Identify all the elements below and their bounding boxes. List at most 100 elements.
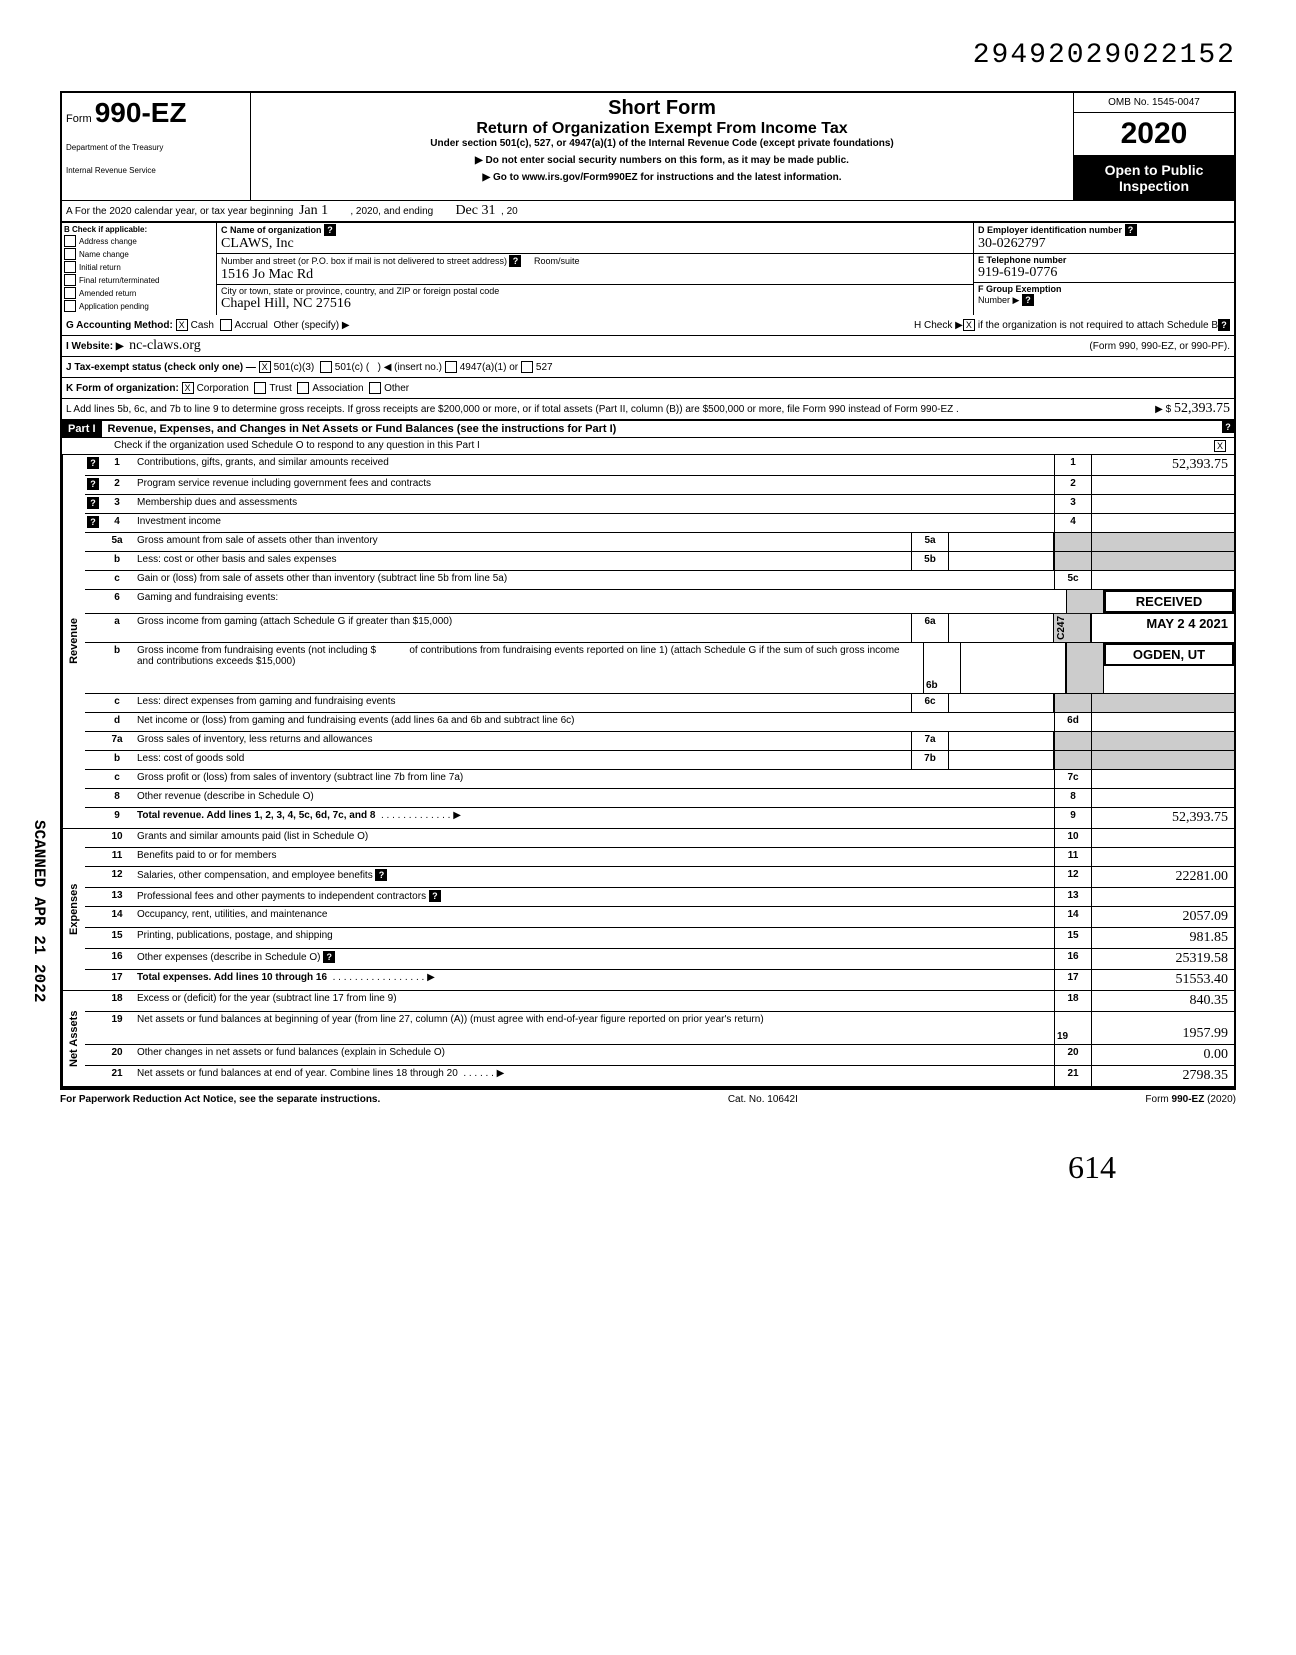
row-gh: G Accounting Method: X Cash Accrual Othe… (60, 315, 1236, 336)
h-text: if the organization is not required to a… (978, 320, 1218, 331)
ln7b-endval (1091, 751, 1234, 769)
ln21-num: 21 (101, 1066, 133, 1086)
b-initial: Initial return (79, 263, 121, 272)
ln11-val (1091, 848, 1234, 866)
ln5b-mid (949, 552, 1054, 570)
ln7b-box: 7b (911, 751, 949, 769)
ln17-num: 17 (101, 970, 133, 990)
ln6a-num: a (101, 614, 133, 642)
header-left: Form 990-EZ Department of the Treasury I… (62, 93, 251, 200)
ln14-box: 14 (1054, 907, 1091, 927)
ln16-box: 16 (1054, 949, 1091, 969)
ln1-box: 1 (1054, 455, 1091, 475)
chk-amended[interactable] (64, 287, 76, 299)
k-corp: Corporation (197, 383, 249, 394)
g-other: Other (specify) ▶ (273, 320, 349, 331)
ln5b-end (1054, 552, 1091, 570)
ln6a-end: C247 (1054, 614, 1091, 642)
ln15-desc: Printing, publications, postage, and shi… (133, 928, 1054, 948)
ln9-desc: Total revenue. Add lines 1, 2, 3, 4, 5c,… (133, 808, 1054, 828)
l-text: L Add lines 5b, 6c, and 7b to line 9 to … (66, 404, 1152, 415)
dept2: Internal Revenue Service (66, 166, 246, 175)
ln18-box: 18 (1054, 991, 1091, 1011)
help-icon: ? (375, 869, 387, 881)
side-expenses: Expenses (62, 829, 85, 990)
help-icon: ? (1022, 294, 1034, 306)
ln17-val: 51553.40 (1091, 970, 1234, 990)
ln16-num: 16 (101, 949, 133, 969)
header-right: OMB No. 1545-0047 2020 Open to Public In… (1073, 93, 1234, 200)
ln6-num: 6 (101, 590, 133, 613)
header-center: Short Form Return of Organization Exempt… (251, 93, 1073, 200)
b-amended: Amended return (79, 289, 136, 298)
ln12-val: 22281.00 (1091, 867, 1234, 887)
chk-accrual[interactable] (220, 319, 232, 331)
ln5c-val (1091, 571, 1234, 589)
chk-4947[interactable] (445, 361, 457, 373)
chk-501c3[interactable]: X (259, 361, 271, 373)
ln13-num: 13 (101, 888, 133, 906)
omb: OMB No. 1545-0047 (1074, 93, 1234, 113)
city-label: City or town, state or province, country… (221, 286, 499, 296)
help-icon: ? (87, 457, 99, 469)
ln4-desc: Investment income (133, 514, 1054, 532)
ln4-box: 4 (1054, 514, 1091, 532)
ln13-val (1091, 888, 1234, 906)
row-a-mid: , 2020, and ending (350, 206, 433, 217)
recv-date: MAY 2 4 2021 (1146, 616, 1228, 631)
addr-label: Number and street (or P.O. box if mail i… (221, 256, 507, 266)
ln12-num: 12 (101, 867, 133, 887)
chk-part1[interactable]: X (1214, 440, 1226, 452)
b-pending: Application pending (79, 302, 149, 311)
g-accrual: Accrual (235, 320, 268, 331)
chk-name[interactable] (64, 248, 76, 260)
ln6d-val (1091, 713, 1234, 731)
chk-527[interactable] (521, 361, 533, 373)
ein: 30-0262797 (978, 236, 1046, 251)
chk-addr[interactable] (64, 235, 76, 247)
side-revenue: Revenue (62, 455, 85, 828)
ln7a-box: 7a (911, 732, 949, 750)
ln12-box: 12 (1054, 867, 1091, 887)
ln5c-desc: Gain or (loss) from sale of assets other… (133, 571, 1054, 589)
chk-corp[interactable]: X (182, 382, 194, 394)
chk-initial[interactable] (64, 261, 76, 273)
chk-final[interactable] (64, 274, 76, 286)
ln3-num: 3 (101, 495, 133, 513)
row-a: A For the 2020 calendar year, or tax yea… (60, 200, 1236, 221)
ln14-num: 14 (101, 907, 133, 927)
ln6c-mid (949, 694, 1054, 712)
ln19-num: 19 (101, 1012, 133, 1044)
ln6-desc: Gaming and fundraising events: (133, 590, 1066, 613)
ln20-val: 0.00 (1091, 1045, 1234, 1065)
chk-501c[interactable] (320, 361, 332, 373)
ln6b-desc: Gross income from fundraising events (no… (133, 643, 923, 693)
ln11-desc: Benefits paid to or for members (133, 848, 1054, 866)
help-icon: ? (87, 478, 99, 490)
page-num: 614 (60, 1149, 1236, 1186)
ln7c-desc: Gross profit or (loss) from sales of inv… (133, 770, 1054, 788)
chk-other[interactable] (369, 382, 381, 394)
help-icon: ? (509, 255, 521, 267)
org-name: CLAWS, Inc (221, 236, 294, 251)
ln11-box: 11 (1054, 848, 1091, 866)
c-label: C Name of organization (221, 225, 322, 235)
chk-cash[interactable]: X (176, 319, 188, 331)
ln7a-endval (1091, 732, 1234, 750)
ln17-box: 17 (1054, 970, 1091, 990)
ln6b-num: b (101, 643, 133, 693)
k-trust: Trust (269, 383, 291, 394)
chk-trust[interactable] (254, 382, 266, 394)
org-addr: 1516 Jo Mac Rd (221, 267, 313, 282)
chk-pending[interactable] (64, 300, 76, 312)
ln21-val: 2798.35 (1091, 1066, 1234, 1086)
i-label: I Website: ▶ (66, 341, 124, 352)
chk-h[interactable]: X (963, 319, 975, 331)
ln9-box: 9 (1054, 808, 1091, 828)
ln21-desc: Net assets or fund balances at end of ye… (133, 1066, 1054, 1086)
footer-left: For Paperwork Reduction Act Notice, see … (60, 1094, 380, 1105)
chk-assoc[interactable] (297, 382, 309, 394)
j-opt3: 4947(a)(1) or (460, 362, 518, 373)
ln21-box: 21 (1054, 1066, 1091, 1086)
ln5a-end (1054, 533, 1091, 551)
